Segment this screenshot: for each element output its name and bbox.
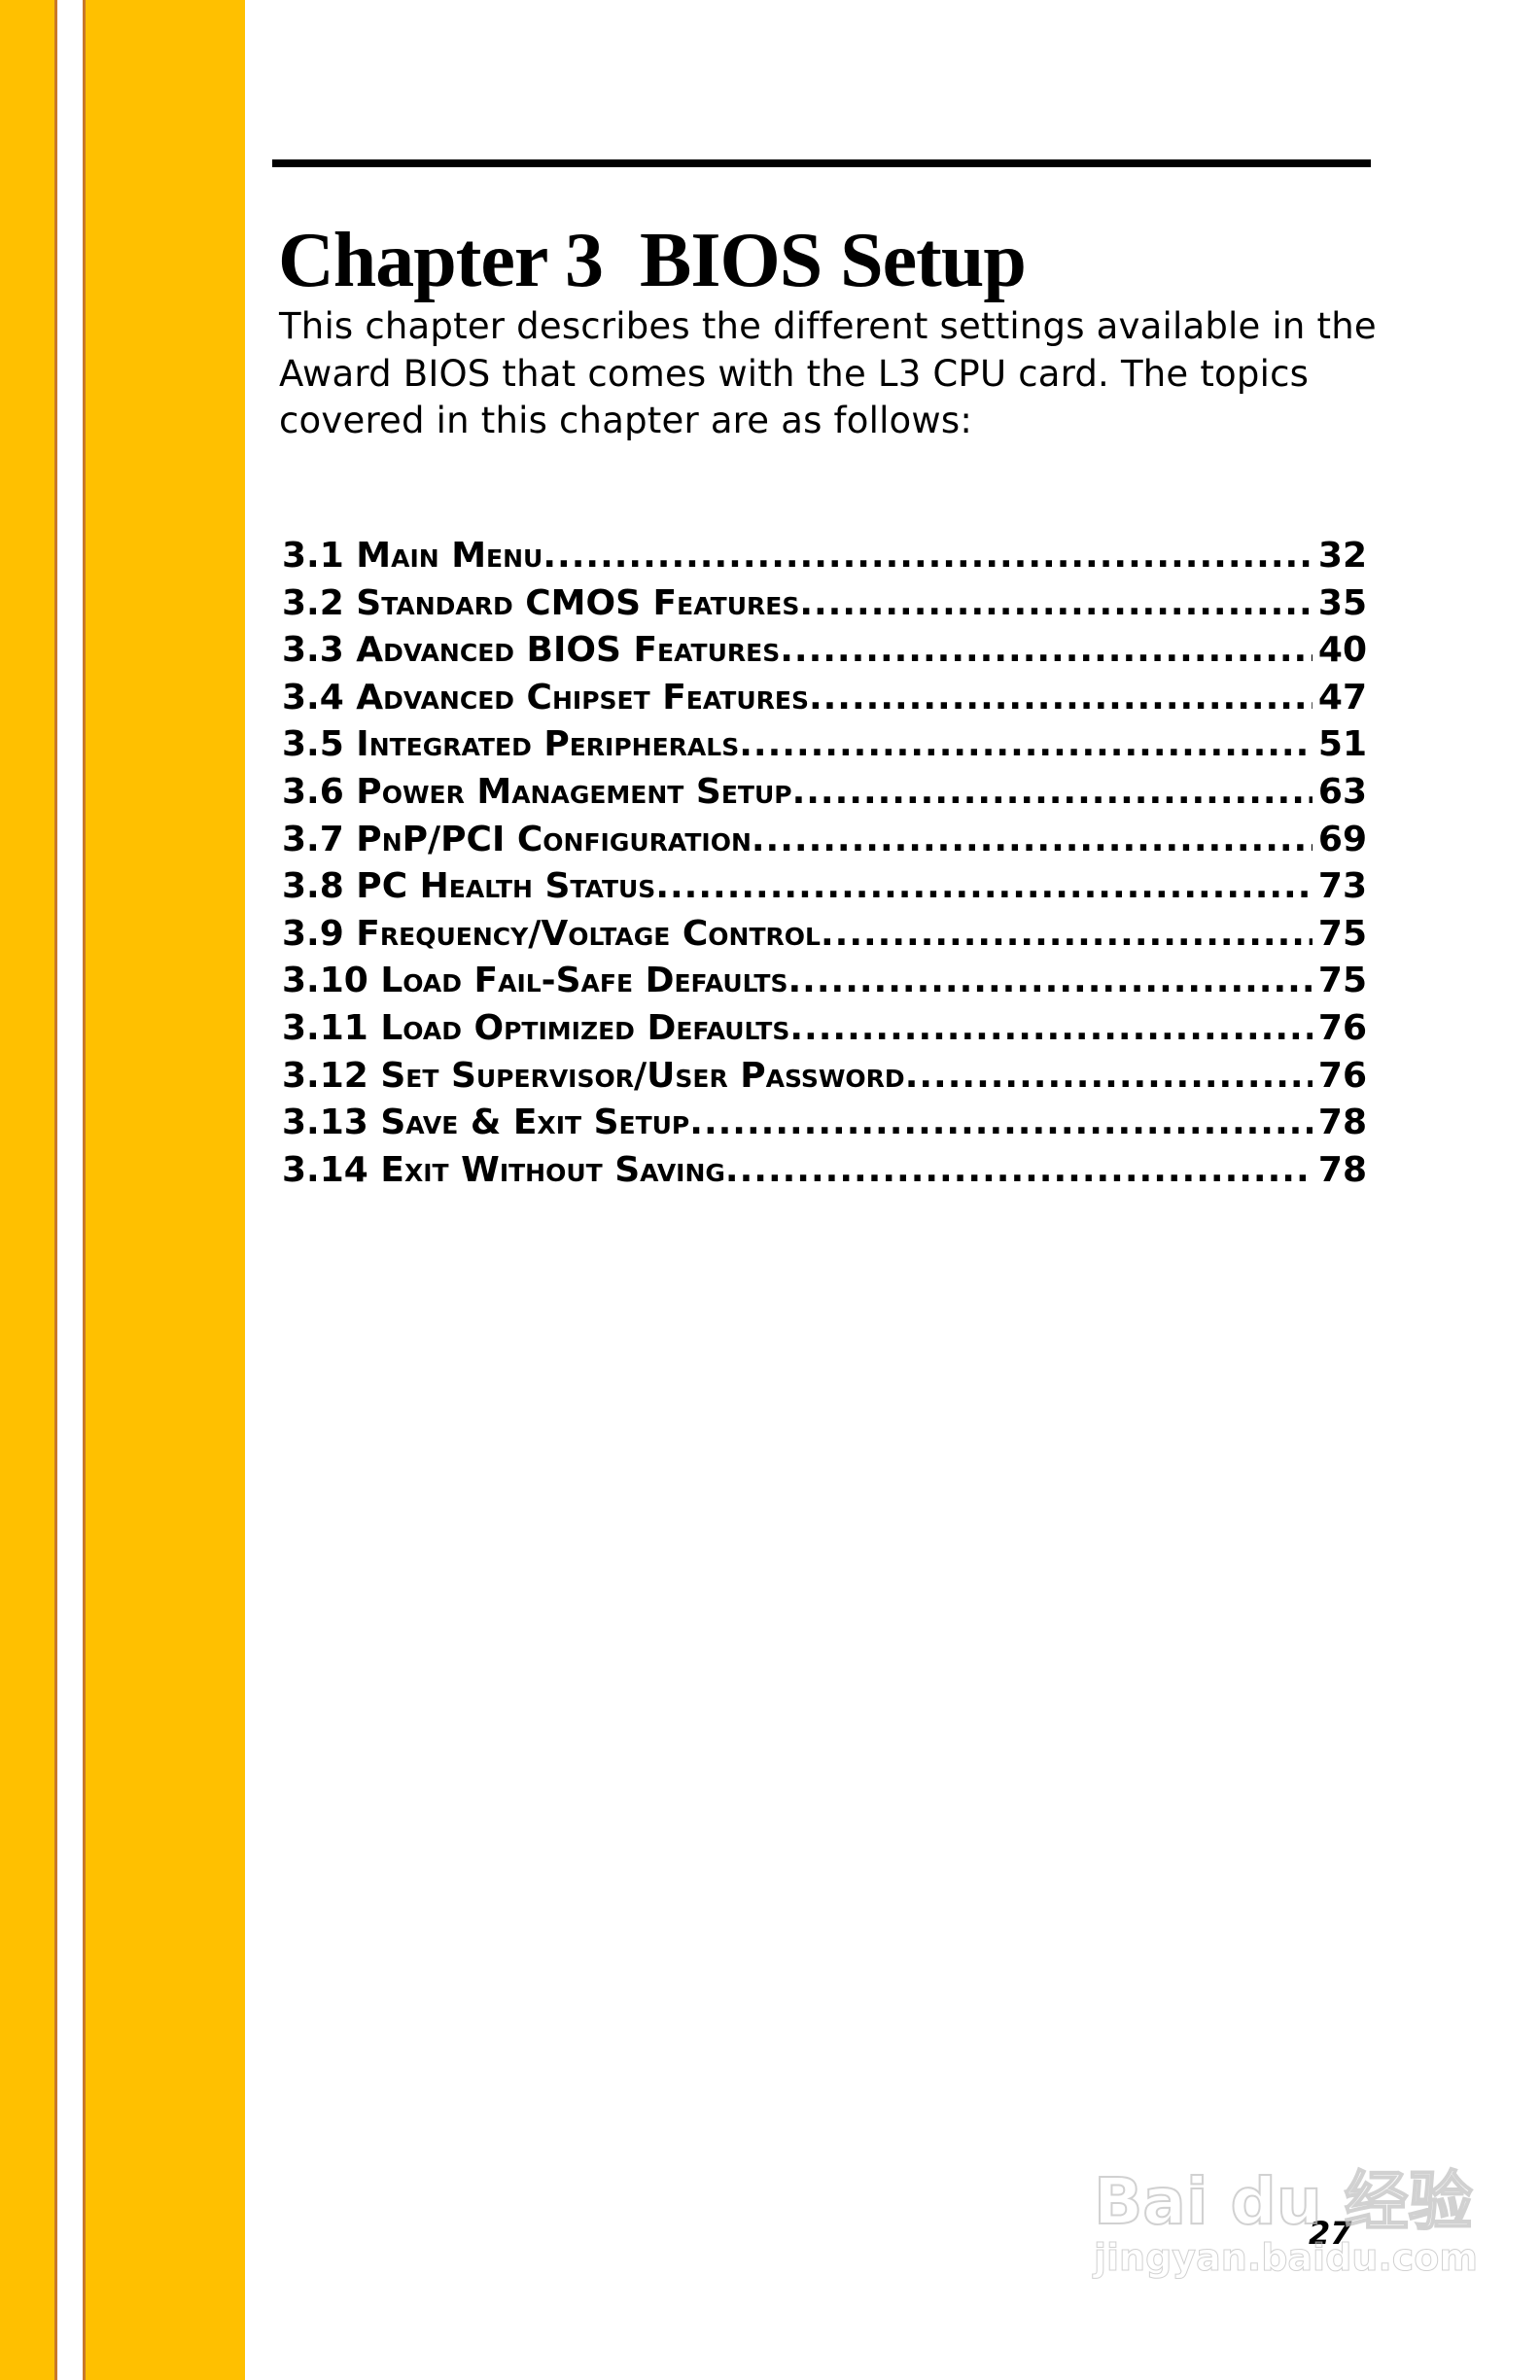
toc-entry-page: 76 xyxy=(1317,1007,1367,1048)
toc-entry[interactable]: 3.5 Integrated Peripherals 51 xyxy=(282,721,1367,769)
toc-dot-leader xyxy=(752,817,1312,864)
toc-entry-label: 3.2 Standard CMOS Features xyxy=(282,582,800,623)
toc-entry-page: 47 xyxy=(1317,677,1367,718)
toc-entry-page: 75 xyxy=(1317,913,1367,954)
toc-dot-leader xyxy=(655,863,1312,911)
baidu-watermark: Bai du 经验 jingyan.baidu.com xyxy=(1093,2164,1479,2280)
toc-entry[interactable]: 3.9 Frequency/Voltage Control 75 xyxy=(282,911,1367,959)
toc-dot-leader xyxy=(799,580,1312,628)
toc-entry-label: 3.8 PC Health Status xyxy=(282,866,656,907)
toc-entry-label: 3.4 Advanced Chipset Features xyxy=(282,677,809,718)
header-rule xyxy=(272,159,1371,167)
sidebar-stripe xyxy=(0,0,54,2380)
watermark-logo: Bai du 经验 xyxy=(1093,2164,1474,2239)
toc-entry-label: 3.14 Exit Without Saving xyxy=(282,1149,725,1190)
sidebar-stripe xyxy=(86,0,245,2380)
toc-entry-label: 3.12 Set Supervisor/User Password xyxy=(282,1055,905,1096)
toc-entry[interactable]: 3.8 PC Health Status 73 xyxy=(282,863,1367,911)
sidebar-line xyxy=(54,0,57,2380)
toc-entry-page: 76 xyxy=(1317,1055,1367,1096)
toc-entry-page: 78 xyxy=(1317,1149,1367,1190)
table-of-contents: 3.1 Main Menu323.2 Standard CMOS Feature… xyxy=(282,533,1367,1194)
toc-entry-label: 3.11 Load Optimized Defaults xyxy=(282,1007,790,1048)
toc-entry[interactable]: 3.2 Standard CMOS Features 35 xyxy=(282,580,1367,628)
toc-entry-page: 78 xyxy=(1317,1102,1367,1143)
sidebar-line xyxy=(83,0,86,2380)
toc-entry-page: 63 xyxy=(1317,771,1367,812)
toc-dot-leader xyxy=(725,1147,1312,1195)
watermark-url: jingyan.baidu.com xyxy=(1094,2236,1479,2280)
toc-entry-label: 3.1 Main Menu xyxy=(282,536,543,576)
toc-entry[interactable]: 3.1 Main Menu 32 xyxy=(282,533,1367,580)
toc-entry-page: 32 xyxy=(1317,536,1367,576)
toc-entry-label: 3.13 Save & Exit Setup xyxy=(282,1102,690,1143)
toc-entry[interactable]: 3.11 Load Optimized Defaults 76 xyxy=(282,1005,1367,1053)
toc-entry[interactable]: 3.12 Set Supervisor/User Password 76 xyxy=(282,1053,1367,1101)
chapter-title: Chapter 3 BIOS Setup xyxy=(278,218,1027,303)
toc-entry-label: 3.6 Power Management Setup xyxy=(282,771,792,812)
toc-entry-label: 3.3 Advanced BIOS Features xyxy=(282,630,781,671)
toc-dot-leader xyxy=(788,958,1312,1005)
toc-dot-leader xyxy=(809,675,1312,722)
toc-dot-leader xyxy=(542,533,1312,580)
toc-entry-page: 75 xyxy=(1317,961,1367,1001)
sidebar-gap xyxy=(57,0,83,2380)
toc-entry[interactable]: 3.13 Save & Exit Setup 78 xyxy=(282,1100,1367,1147)
toc-entry-label: 3.9 Frequency/Voltage Control xyxy=(282,913,821,954)
toc-dot-leader xyxy=(821,911,1312,959)
toc-dot-leader xyxy=(792,769,1312,817)
toc-entry-page: 51 xyxy=(1317,724,1367,765)
toc-entry[interactable]: 3.4 Advanced Chipset Features 47 xyxy=(282,675,1367,722)
toc-entry[interactable]: 3.14 Exit Without Saving 78 xyxy=(282,1147,1367,1195)
toc-entry[interactable]: 3.10 Load Fail-Safe Defaults 75 xyxy=(282,958,1367,1005)
chapter-intro: This chapter describes the different set… xyxy=(279,305,1377,441)
toc-dot-leader xyxy=(739,721,1312,769)
toc-entry[interactable]: 3.6 Power Management Setup 63 xyxy=(282,769,1367,817)
toc-entry-page: 69 xyxy=(1317,819,1367,859)
toc-entry[interactable]: 3.3 Advanced BIOS Features 40 xyxy=(282,627,1367,675)
toc-dot-leader xyxy=(689,1100,1312,1147)
toc-entry[interactable]: 3.7 PnP/PCI Configuration 69 xyxy=(282,817,1367,864)
toc-entry-label: 3.7 PnP/PCI Configuration xyxy=(282,819,752,859)
toc-entry-label: 3.10 Load Fail-Safe Defaults xyxy=(282,961,788,1001)
toc-entry-label: 3.5 Integrated Peripherals xyxy=(282,724,740,765)
toc-entry-page: 35 xyxy=(1317,582,1367,623)
toc-dot-leader xyxy=(905,1053,1312,1101)
toc-entry-page: 40 xyxy=(1317,630,1367,671)
toc-dot-leader xyxy=(780,627,1312,675)
toc-dot-leader xyxy=(789,1005,1312,1053)
toc-entry-page: 73 xyxy=(1317,866,1367,907)
page-number: 27 xyxy=(1309,2215,1352,2252)
